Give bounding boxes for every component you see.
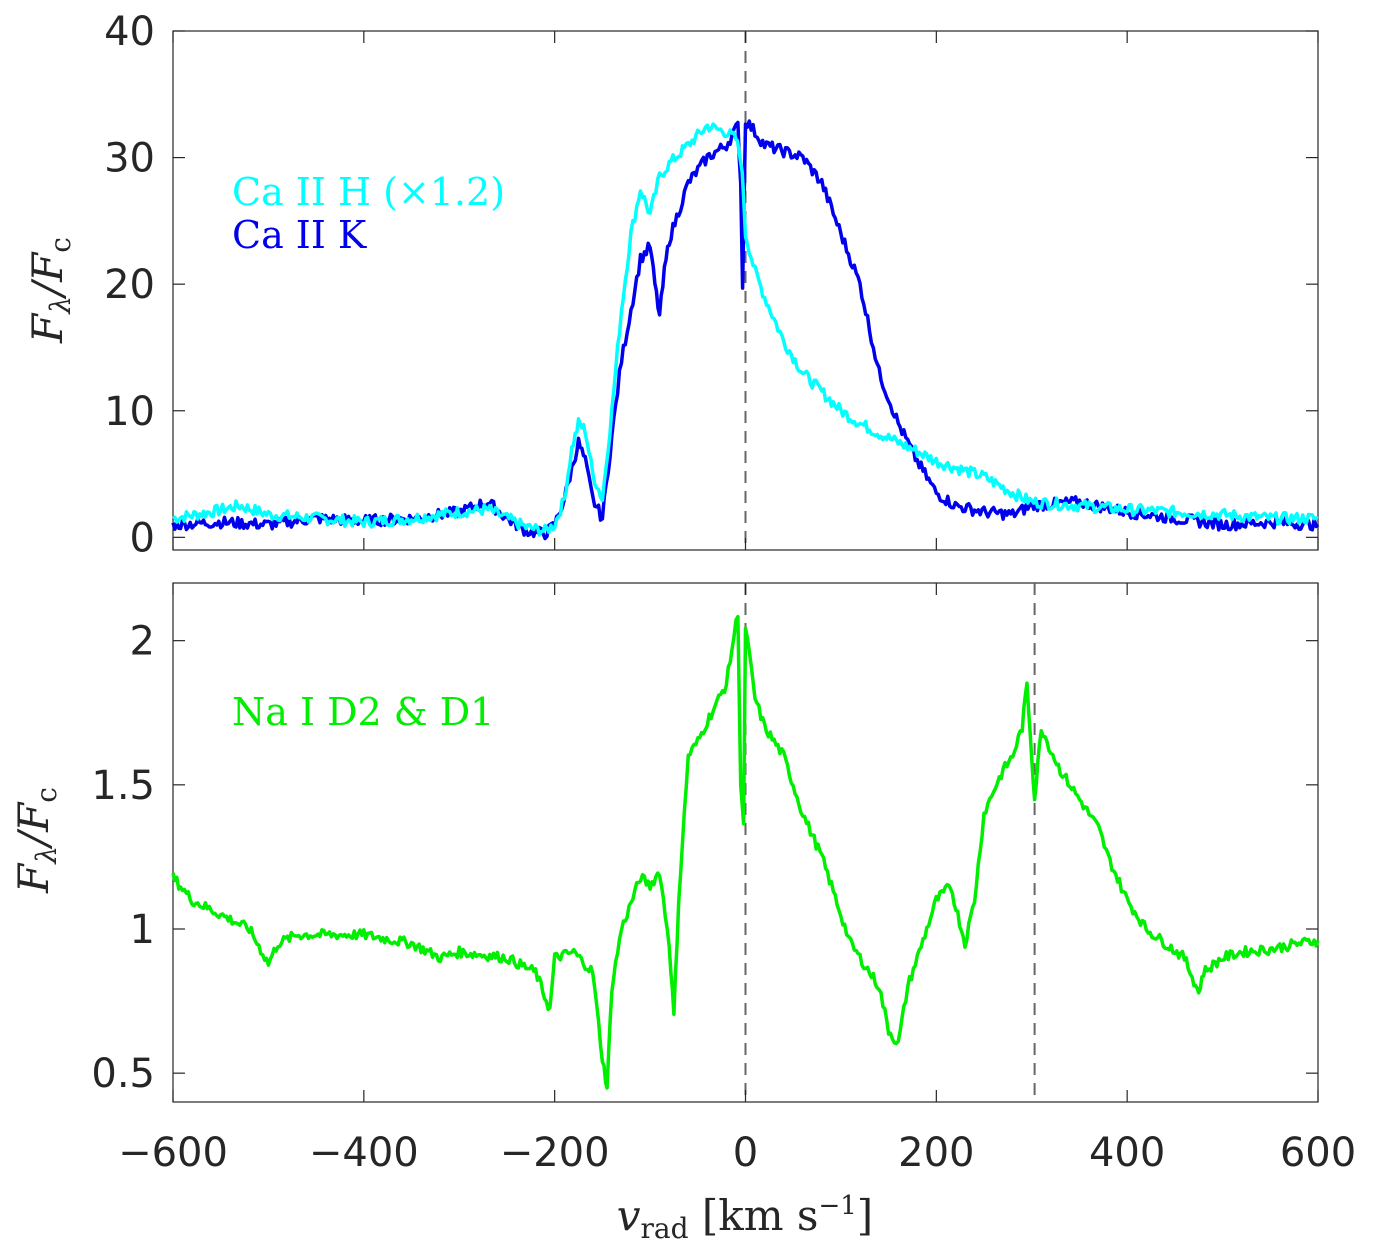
bottom-xtick-label: −200 [500,1130,610,1176]
bottom-xtick-label: 400 [1089,1130,1165,1176]
top-series-ca-ii-h [172,122,1319,537]
legend-na-i: Na I D2 & D1 [232,690,494,734]
legend-ca-ii-h: Ca II H (×1.2) [232,170,505,214]
xlabel: vrad [km s−1] [617,1191,873,1245]
top-ytick-label: 10 [104,389,155,435]
bottom-ytick-label: 2 [130,619,155,665]
top-ylabel: Fλ/Fc [23,237,77,344]
bottom-xtick-label: 600 [1280,1130,1356,1176]
bottom-ytick-label: 1 [130,907,155,953]
bottom-series-na-i [171,614,1320,1090]
bottom-xtick-label: 200 [898,1130,974,1176]
bottom-xtick-label: −400 [309,1130,419,1176]
top-ytick-label: 30 [104,136,155,182]
bottom-ylabel: Fλ/Fc [9,787,63,894]
bottom-ytick-label: 1.5 [91,763,155,809]
top-ytick-label: 40 [104,9,155,55]
top-panel: 0 10 20 30 40 Fλ/Fc Ca II H (×1.2) Ca II K [23,9,1320,561]
bottom-ytick-label: 0.5 [91,1051,155,1097]
bottom-xtick-label: −600 [118,1130,228,1176]
bottom-xtick-label: 0 [733,1130,758,1176]
top-ytick-label: 20 [104,262,155,308]
top-ytick-label: 0 [130,515,155,561]
bottom-panel: 0.5 1 1.5 2 −600 −400 −200 0 200 400 600 Fλ/Fc Na… [9,582,1356,1245]
legend-ca-ii-k: Ca II K [232,213,367,257]
